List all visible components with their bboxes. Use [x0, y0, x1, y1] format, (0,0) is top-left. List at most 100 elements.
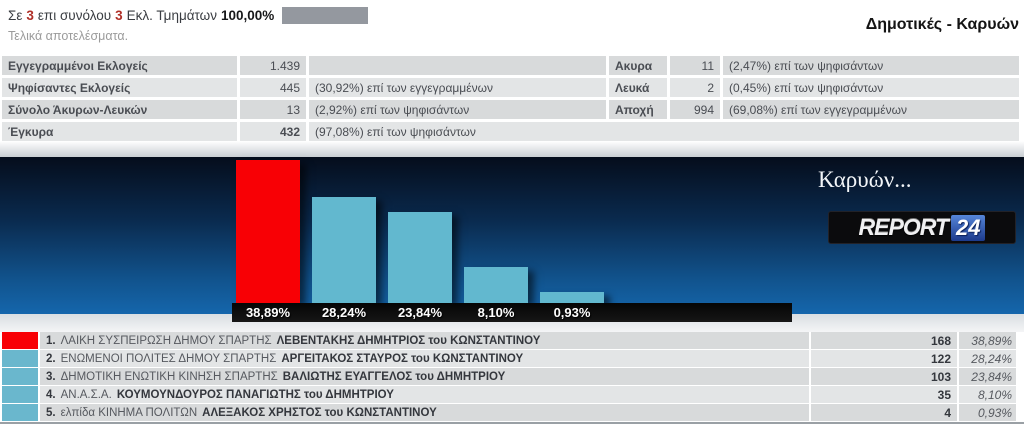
stat-label: Ακυρα — [609, 56, 667, 75]
stats-row: Ακυρα 11 (2,47%) επί των ψηφισάντων — [598, 56, 1019, 75]
party-name: ΛΑΙΚΗ ΣΥΣΠΕΙΡΩΣΗ ΔΗΜΟΥ ΣΠΑΡΤΗΣ — [60, 334, 272, 347]
progress-bar — [282, 7, 369, 24]
party-color-swatch — [2, 386, 38, 403]
party-name: ελπίδα ΚΙΝΗΜΑ ΠΟΛΙΤΩΝ — [60, 406, 198, 419]
stat-label: Λευκά — [609, 78, 667, 97]
stat-note: (2,47%) επί των ψηφισάντων — [723, 56, 1019, 75]
bar-percent-label: 38,89% — [245, 305, 291, 320]
percent-counted: 100,00% — [220, 8, 275, 23]
report24-logo-text: REPORT — [858, 214, 949, 240]
votes-percent: 28,24% — [959, 350, 1016, 367]
stat-note: (0,45%) επί των ψηφισάντων — [723, 78, 1019, 97]
candidate-row: 2. ΕΝΩΜΕΝΟΙ ΠΟΛΙΤΕΣ ΔΗΜΟΥ ΣΠΑΡΤΗΣ ΑΡΓΕΙΤ… — [2, 350, 1016, 367]
stats-table-right: Ακυρα 11 (2,47%) επί των ψηφισάντων Λευκ… — [598, 56, 1019, 141]
candidate-row: 5. ελπίδα ΚΙΝΗΜΑ ΠΟΛΙΤΩΝ ΑΛΕΞΑΚΟΣ ΧΡΗΣΤΟ… — [2, 404, 1016, 421]
stat-value: 445 — [240, 78, 306, 97]
stat-label: Σύνολο Άκυρων-Λευκών — [2, 100, 237, 119]
stat-label: Αποχή — [609, 100, 667, 119]
votes-percent: 38,89% — [959, 332, 1016, 349]
party-color-swatch — [2, 404, 38, 421]
party-name: ΑΝ.Α.Σ.Α. — [60, 388, 112, 401]
stat-value: 1.439 — [240, 56, 306, 75]
bar-percent-label: 0,93% — [553, 305, 591, 320]
candidate-row: 1. ΛΑΙΚΗ ΣΥΣΠΕΙΡΩΣΗ ΔΗΜΟΥ ΣΠΑΡΤΗΣ ΛΕΒΕΝΤ… — [2, 332, 1016, 349]
stat-note: (2,92%) επί των ψηφισάντων — [309, 100, 606, 119]
stat-note: (30,92%) επί των εγγεγραμμένων — [309, 78, 606, 97]
total-sections-count: 3 — [115, 8, 123, 23]
chart-region-title: Καρυών... — [818, 167, 912, 192]
candidate-name-cell: 2. ΕΝΩΜΕΝΟΙ ΠΟΛΙΤΕΣ ΔΗΜΟΥ ΣΠΑΡΤΗΣ ΑΡΓΕΙΤ… — [40, 350, 809, 367]
votes-percent: 23,84% — [959, 368, 1016, 385]
candidate-rank: 2. — [46, 352, 56, 365]
progress-prefix: Σε — [8, 8, 23, 23]
stat-value: 2 — [670, 78, 720, 97]
party-color-swatch — [2, 350, 38, 367]
stats-row: Σύνολο Άκυρων-Λευκών 13 (2,92%) επί των … — [2, 100, 606, 119]
votes-count: 103 — [811, 368, 957, 385]
progress-suffix: Εκλ. Τμημάτων — [126, 8, 217, 23]
stats-row: Έγκυρα 432 (97,08%) επί των ψηφισάντων — [2, 122, 606, 141]
stat-label: Ψηφίσαντες Εκλογείς — [2, 78, 237, 97]
bar-percent-label: 23,84% — [397, 305, 443, 320]
candidate-name: ΑΛΕΞΑΚΟΣ ΧΡΗΣΤΟΣ του ΚΩΝΣΤΑΝΤΙΝΟΥ — [202, 406, 437, 419]
party-color-swatch — [2, 368, 38, 385]
votes-count: 35 — [811, 386, 957, 403]
stats-row: Ψηφίσαντες Εκλογείς 445 (30,92%) επί των… — [2, 78, 606, 97]
sections-progress-line: Σε 3 επι συνόλου 3 Εκλ. Τμημάτων 100,00% — [8, 7, 372, 24]
stat-value: 11 — [670, 56, 720, 75]
candidate-name-cell: 4. ΑΝ.Α.Σ.Α. ΚΟΥΜΟΥΝΔΟΥΡΟΣ ΠΑΝΑΓΙΩΤΗΣ το… — [40, 386, 809, 403]
chart-bar-2 — [312, 197, 376, 303]
candidate-rank: 5. — [46, 406, 56, 419]
party-color-swatch — [2, 332, 38, 349]
candidate-name: ΒΑΛΙΩΤΗΣ ΕΥΑΓΓΕΛΟΣ του ΔΗΜΗΤΡΙΟΥ — [282, 370, 506, 383]
report24-logo-number: 24 — [950, 214, 986, 241]
candidate-row: 3. ΔΗΜΟΤΙΚΗ ΕΝΩΤΙΚΗ ΚΙΝΗΣΗ ΣΠΑΡΤΗΣ ΒΑΛΙΩ… — [2, 368, 1016, 385]
votes-count: 168 — [811, 332, 957, 349]
stat-label: Έγκυρα — [2, 122, 237, 141]
chart-bar-5 — [540, 292, 604, 303]
candidate-name-cell: 1. ΛΑΙΚΗ ΣΥΣΠΕΙΡΩΣΗ ΔΗΜΟΥ ΣΠΑΡΤΗΣ ΛΕΒΕΝΤ… — [40, 332, 809, 349]
report24-logo: REPORT 24 — [828, 211, 1016, 244]
stat-note — [309, 56, 606, 75]
candidate-name: ΑΡΓΕΙΤΑΚΟΣ ΣΤΑΥΡΟΣ του ΚΩΝΣΤΑΝΤΙΝΟΥ — [281, 352, 524, 365]
stats-empty-row — [598, 122, 1019, 141]
votes-percent: 8,10% — [959, 386, 1016, 403]
stat-spacer — [598, 56, 606, 75]
stat-note: (69,08%) επί των εγγεγραμμένων — [723, 100, 1019, 119]
results-bar-chart: Καρυών... REPORT 24 38,89% 28,24% 23,84% 8,… — [0, 157, 1024, 322]
stat-value: 432 — [240, 122, 306, 141]
chart-top-divider — [0, 141, 1024, 157]
stat-value: 994 — [670, 100, 720, 119]
votes-count: 4 — [811, 404, 957, 421]
votes-count: 122 — [811, 350, 957, 367]
stat-spacer — [598, 78, 606, 97]
progress-middle: επι συνόλου — [37, 8, 112, 23]
party-name: ΔΗΜΟΤΙΚΗ ΕΝΩΤΙΚΗ ΚΙΝΗΣΗ ΣΠΑΡΤΗΣ — [60, 370, 278, 383]
candidate-rank: 3. — [46, 370, 56, 383]
stat-label: Εγγεγραμμένοι Εκλογείς — [2, 56, 237, 75]
party-name: ΕΝΩΜΕΝΟΙ ΠΟΛΙΤΕΣ ΔΗΜΟΥ ΣΠΑΡΤΗΣ — [60, 352, 277, 365]
candidate-name: ΛΕΒΕΝΤΑΚΗΣ ΔΗΜΗΤΡΙΟΣ του ΚΩΝΣΤΑΝΤΙΝΟΥ — [276, 334, 541, 347]
chart-bar-3 — [388, 212, 452, 303]
bottom-divider — [0, 422, 1024, 424]
bar-percent-label: 28,24% — [321, 305, 367, 320]
percentage-strip: 38,89% 28,24% 23,84% 8,10% 0,93% — [232, 303, 792, 322]
bar-percent-label: 8,10% — [477, 305, 515, 320]
completed-sections-count: 3 — [26, 8, 34, 23]
votes-percent: 0,93% — [959, 404, 1016, 421]
page-title: Δημοτικές - Καρυών — [865, 16, 1019, 33]
candidate-name-cell: 3. ΔΗΜΟΤΙΚΗ ΕΝΩΤΙΚΗ ΚΙΝΗΣΗ ΣΠΑΡΤΗΣ ΒΑΛΙΩ… — [40, 368, 809, 385]
stat-spacer — [598, 100, 606, 119]
stats-table-left: Εγγεγραμμένοι Εκλογείς 1.439 Ψηφίσαντες … — [2, 56, 606, 144]
candidate-name: ΚΟΥΜΟΥΝΔΟΥΡΟΣ ΠΑΝΑΓΙΩΤΗΣ του ΔΗΜΗΤΡΙΟΥ — [116, 388, 394, 401]
stats-row: Αποχή 994 (69,08%) επί των εγγεγραμμένων — [598, 100, 1019, 119]
candidates-results-table: 1. ΛΑΙΚΗ ΣΥΣΠΕΙΡΩΣΗ ΔΗΜΟΥ ΣΠΑΡΤΗΣ ΛΕΒΕΝΤ… — [2, 332, 1016, 422]
candidate-rank: 1. — [46, 334, 56, 347]
candidate-rank: 4. — [46, 388, 56, 401]
stats-row: Λευκά 2 (0,45%) επί των ψηφισάντων — [598, 78, 1019, 97]
stats-row: Εγγεγραμμένοι Εκλογείς 1.439 — [2, 56, 606, 75]
candidate-name-cell: 5. ελπίδα ΚΙΝΗΜΑ ΠΟΛΙΤΩΝ ΑΛΕΞΑΚΟΣ ΧΡΗΣΤΟ… — [40, 404, 809, 421]
final-results-note: Τελικά αποτελέσματα. — [8, 29, 129, 43]
stat-note: (97,08%) επί των ψηφισάντων — [309, 122, 606, 141]
